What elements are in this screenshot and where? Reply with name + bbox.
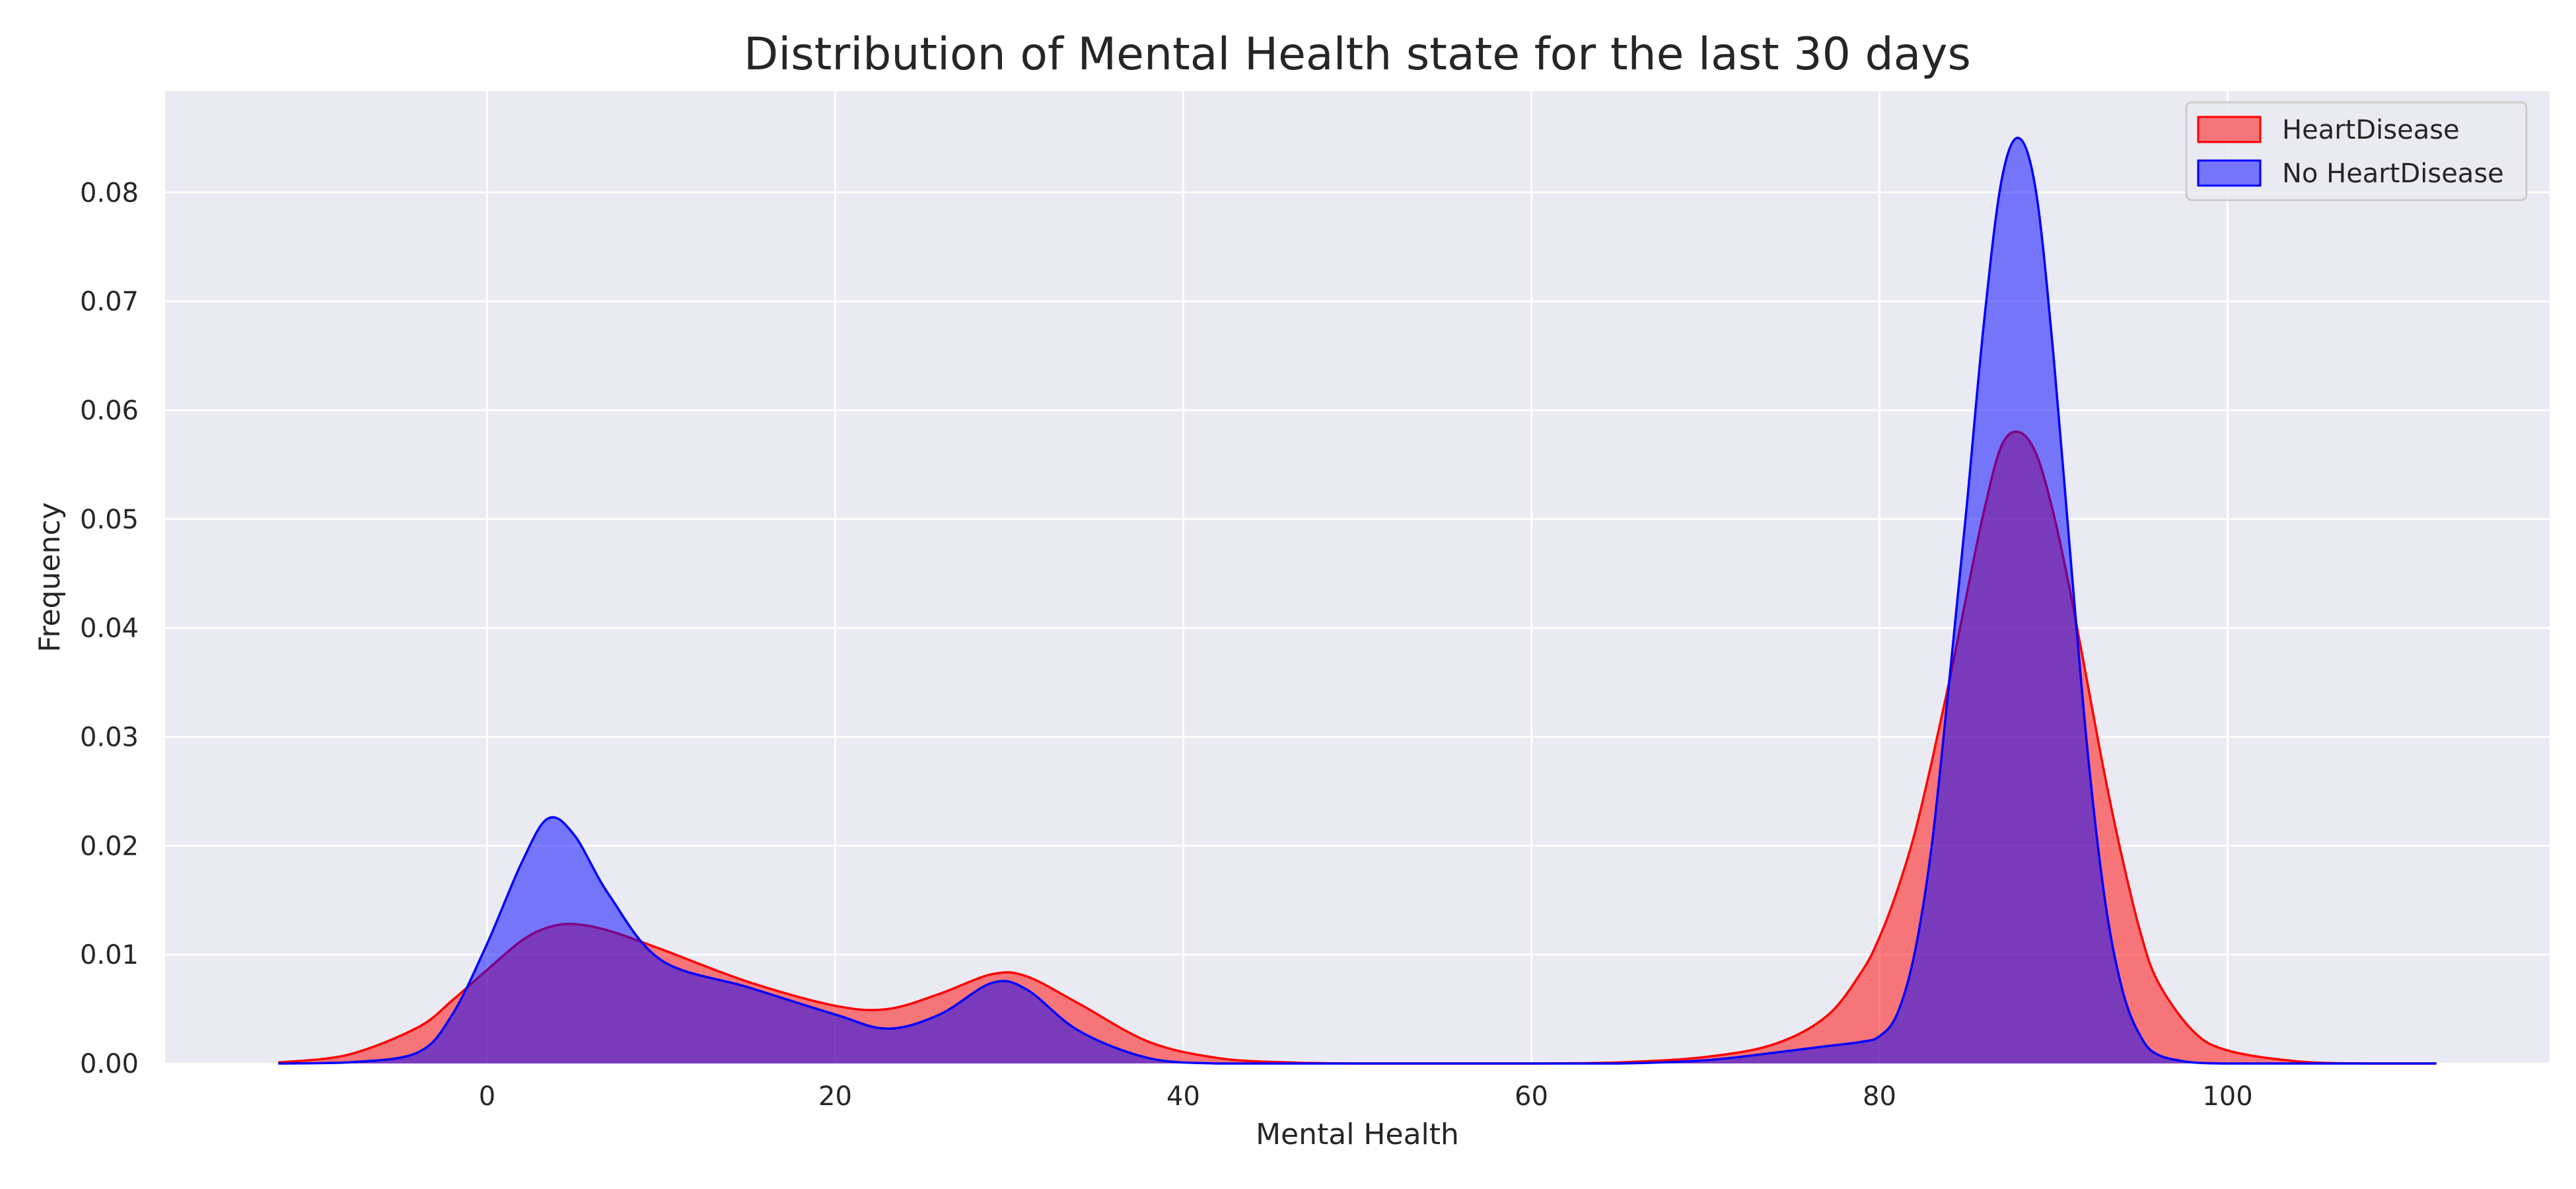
axis-ticks: 0 20 40 60 80 100 0.00 0.01 0.02 0.03 0.04 0.05 0.06… bbox=[80, 178, 2253, 1112]
x-tick-label: 20 bbox=[818, 1081, 852, 1112]
legend-box bbox=[2185, 101, 2528, 201]
legend-swatch-heartdisease bbox=[2197, 116, 2262, 143]
x-tick-label: 40 bbox=[1166, 1081, 1200, 1112]
legend-label-no-heartdisease: No HeartDisease bbox=[2282, 159, 2504, 189]
y-axis-label: Frequency bbox=[33, 502, 67, 652]
y-tick-label: 0.07 bbox=[80, 287, 139, 317]
y-tick-label: 0.06 bbox=[80, 396, 139, 426]
series-area-heartdisease bbox=[278, 431, 2437, 1063]
x-tick-label: 0 bbox=[479, 1081, 495, 1112]
y-tick-label: 0.02 bbox=[80, 831, 139, 861]
series-line-no-heartdisease bbox=[278, 137, 2437, 1065]
y-tick-label: 0.08 bbox=[80, 178, 139, 208]
legend-label-heartdisease: HeartDisease bbox=[2282, 115, 2460, 145]
series-line-heartdisease bbox=[278, 430, 2437, 1065]
y-tick-label: 0.01 bbox=[80, 940, 139, 970]
y-tick-label: 0.04 bbox=[80, 614, 139, 644]
x-tick-label: 60 bbox=[1515, 1081, 1548, 1112]
x-axis-label: Mental Health bbox=[1256, 1118, 1459, 1151]
x-tick-label: 80 bbox=[1863, 1081, 1896, 1112]
density-areas bbox=[278, 137, 2437, 1065]
y-tick-label: 0.05 bbox=[80, 505, 139, 535]
y-tick-label: 0.00 bbox=[80, 1049, 139, 1079]
y-tick-label: 0.03 bbox=[80, 722, 139, 752]
legend: HeartDisease No HeartDisease bbox=[2185, 101, 2528, 201]
legend-swatch-no-heartdisease bbox=[2197, 159, 2262, 187]
chart-title: Distribution of Mental Health state for … bbox=[744, 28, 1971, 81]
x-tick-label: 100 bbox=[2202, 1081, 2252, 1112]
series-area-no-heartdisease bbox=[278, 137, 2437, 1064]
